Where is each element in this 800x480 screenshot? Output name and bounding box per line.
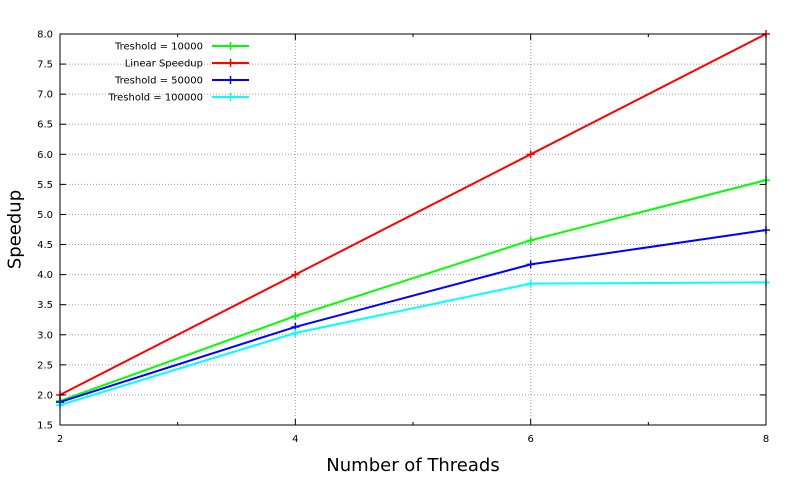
y-tick-label: 2.0 (37, 390, 53, 401)
data-point-treshold-100000 (291, 328, 300, 337)
x-tick-label: 6 (527, 434, 533, 445)
legend-entry: Linear Speedup (125, 59, 249, 70)
y-tick-label: 7.0 (37, 90, 53, 101)
legend-entry: Treshold = 50000 (114, 76, 249, 87)
legend-entry: Treshold = 10000 (114, 42, 249, 53)
x-tick-label: 4 (292, 434, 298, 445)
legend: Treshold = 10000 Linear Speedup Treshold =… (108, 42, 249, 104)
data-point-treshold-10000 (526, 236, 535, 245)
legend-label: Linear Speedup (125, 59, 203, 70)
y-tick-label: 6.5 (37, 120, 53, 131)
data-point-treshold-10000 (291, 312, 300, 321)
y-tick-label: 2.5 (37, 360, 53, 371)
x-tick-label: 8 (763, 434, 769, 445)
y-tick-label: 7.5 (37, 60, 53, 71)
data-point-treshold-100000 (526, 279, 535, 288)
y-tick-label: 1.5 (37, 421, 53, 432)
series-line-linear-speedup (59, 33, 767, 396)
y-tick-label: 3.0 (37, 330, 53, 341)
y-tick-label: 4.0 (37, 270, 53, 281)
y-tick-label: 3.5 (37, 300, 53, 311)
y-tick-label: 8.0 (37, 30, 53, 41)
legend-label: Treshold = 10000 (114, 42, 203, 53)
series-group (56, 30, 770, 410)
data-point-treshold-50000 (526, 260, 535, 269)
series-line-treshold-100000 (59, 281, 767, 407)
y-tick-label: 5.0 (37, 210, 53, 221)
y-tick-label: 6.0 (37, 150, 53, 161)
legend-label: Treshold = 50000 (114, 76, 203, 87)
x-tick-label: 2 (57, 434, 63, 445)
series-line-treshold-50000 (59, 229, 767, 404)
legend-label: Treshold = 100000 (108, 93, 203, 104)
legend-entry: Treshold = 100000 (108, 93, 249, 104)
x-axis-title: Number of Threads (326, 455, 499, 476)
data-point-linear-speedup (291, 270, 300, 279)
y-tick-label: 5.5 (37, 180, 53, 191)
y-tick-label: 4.5 (37, 240, 53, 251)
ticks: 2 4 6 8 1.5 2.0 2.5 3.0 3.5 4.0 4.5 5.0 5.5 6.0 6.5 7.0… (37, 30, 769, 446)
y-axis-title: Speedup (4, 190, 25, 269)
data-point-linear-speedup (526, 150, 535, 159)
series-line-treshold-10000 (59, 179, 767, 402)
